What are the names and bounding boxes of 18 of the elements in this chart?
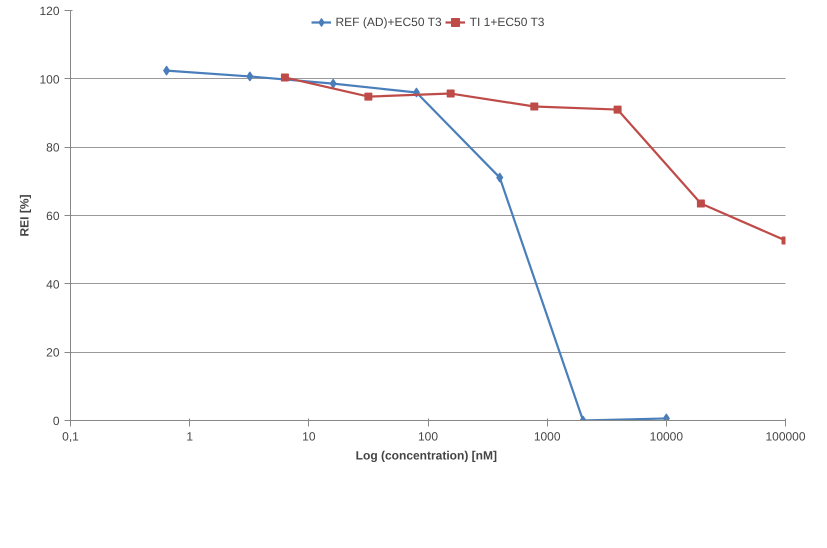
x-axis-title: Log (concentration) [nM]	[356, 448, 497, 462]
x-tick-label: 100000	[765, 430, 806, 444]
y-tick-label: 60	[46, 209, 60, 223]
x-tick-label: 10000	[650, 430, 684, 444]
y-tick-label: 100	[39, 72, 60, 86]
y-tick-label: 40	[46, 277, 60, 292]
legend-label: REF (AD)+EC50 T3	[336, 15, 442, 29]
y-tick-label: 20	[46, 346, 60, 360]
y-tick-label: 0	[52, 414, 60, 428]
y-axis-title: REI [%]	[17, 194, 32, 236]
legend-label: TI 1+EC50 T3	[470, 15, 544, 29]
y-tick-label: 80	[46, 140, 60, 155]
x-tick-label: 1000	[534, 430, 561, 444]
x-tick-label: 10	[302, 430, 316, 444]
x-tick-label: 100	[418, 430, 438, 444]
x-tick-label: 0,1	[62, 430, 80, 444]
x-tick-label: 1	[186, 430, 194, 444]
y-tick-label: 120	[39, 4, 60, 18]
